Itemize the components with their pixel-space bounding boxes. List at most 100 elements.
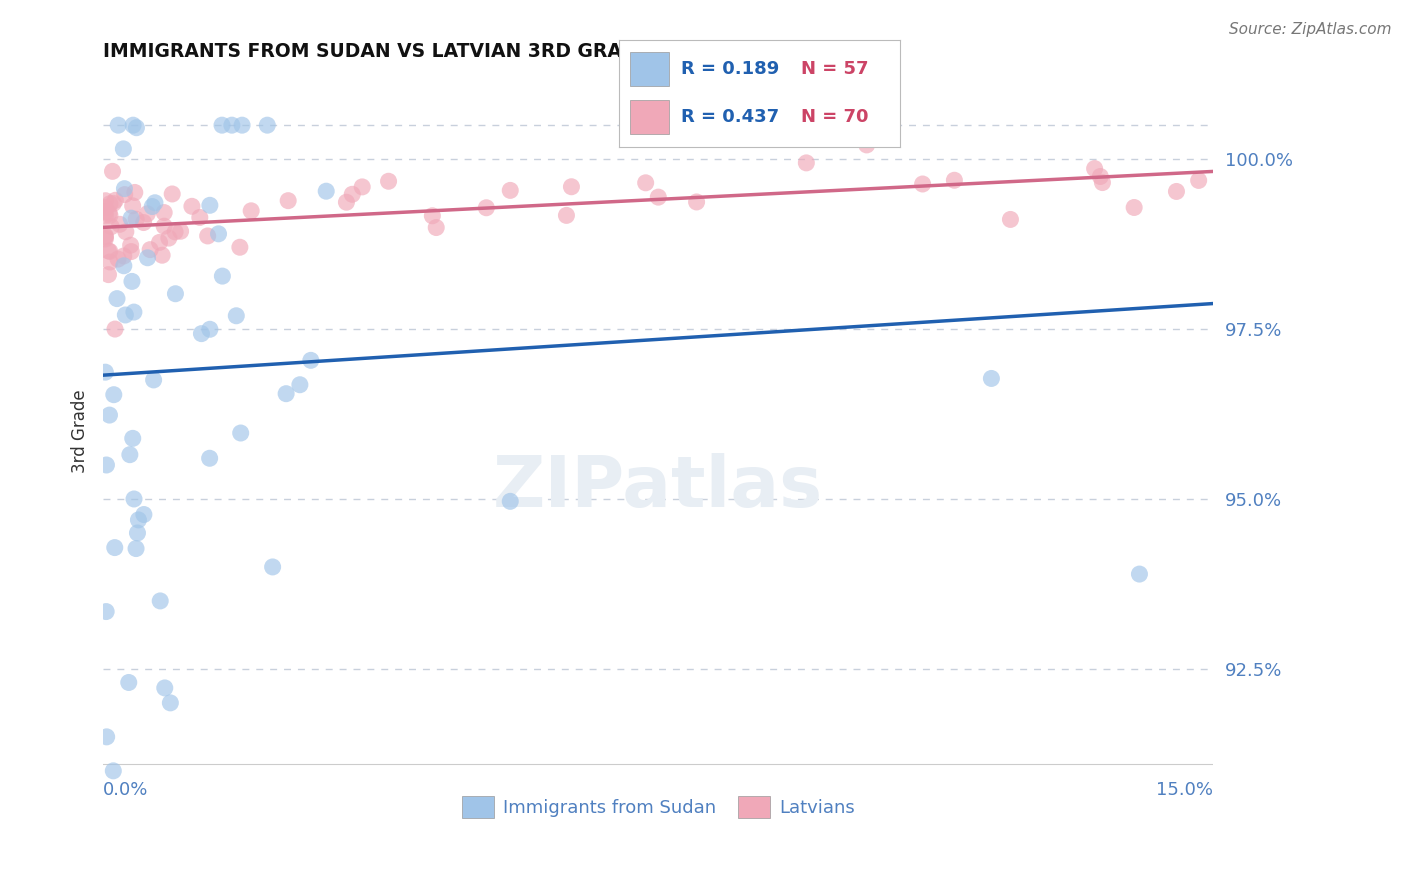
Point [94, 365, 117, 379]
Point [107, 118, 129, 132]
Point [136, 207, 159, 221]
Point [207, 227, 229, 241]
Point [153, 219, 176, 234]
Point [499, 183, 522, 197]
Point [225, 309, 247, 323]
Point [120, 238, 142, 252]
Point [122, 491, 145, 506]
Point [352, 180, 374, 194]
Point [1084, 161, 1107, 176]
Point [122, 305, 145, 319]
Text: Source: ZipAtlas.com: Source: ZipAtlas.com [1229, 22, 1392, 37]
Point [97, 244, 120, 258]
Point [104, 322, 127, 336]
Text: R = 0.189: R = 0.189 [681, 60, 779, 78]
Point [112, 259, 135, 273]
Point [169, 224, 191, 238]
Point [855, 137, 877, 152]
Point [118, 675, 141, 690]
Point [120, 211, 142, 226]
Point [256, 118, 278, 132]
Point [1000, 212, 1022, 227]
Point [94, 204, 117, 219]
Text: ZIPatlas: ZIPatlas [494, 453, 824, 522]
Point [124, 186, 146, 200]
Point [122, 118, 145, 132]
Point [104, 541, 127, 555]
Point [560, 179, 582, 194]
Bar [630, 52, 669, 87]
Point [98, 206, 121, 220]
Point [108, 217, 131, 231]
Point [141, 200, 163, 214]
Point [634, 176, 657, 190]
Point [112, 142, 135, 156]
Text: N = 70: N = 70 [801, 108, 869, 126]
Point [425, 220, 447, 235]
Point [475, 201, 498, 215]
Point [100, 219, 122, 234]
Point [180, 199, 202, 213]
Point [342, 187, 364, 202]
Point [153, 205, 176, 219]
Point [125, 212, 148, 227]
Point [112, 249, 135, 263]
Point [159, 696, 181, 710]
Point [125, 541, 148, 556]
Point [299, 353, 322, 368]
Point [103, 196, 125, 211]
Point [231, 118, 253, 132]
Point [112, 181, 135, 195]
Point [288, 377, 311, 392]
Point [96, 458, 118, 472]
Point [98, 244, 121, 259]
Point [143, 195, 166, 210]
Point [943, 173, 966, 187]
Point [1123, 201, 1146, 215]
Point [197, 229, 219, 244]
Point [190, 326, 212, 341]
Point [188, 211, 211, 225]
Point [335, 195, 357, 210]
Text: N = 57: N = 57 [801, 60, 869, 78]
Point [157, 231, 180, 245]
Point [221, 118, 243, 132]
Point [107, 252, 129, 266]
Text: R = 0.437: R = 0.437 [681, 108, 779, 126]
Bar [630, 100, 669, 135]
Point [149, 594, 172, 608]
Point [127, 525, 149, 540]
Point [139, 243, 162, 257]
Point [198, 198, 221, 212]
Point [98, 209, 121, 223]
Point [127, 513, 149, 527]
Point [136, 251, 159, 265]
Point [96, 605, 118, 619]
Point [97, 268, 120, 282]
Text: 0.0%: 0.0% [103, 781, 149, 799]
Point [121, 199, 143, 213]
Point [160, 186, 183, 201]
Point [165, 225, 187, 239]
Point [685, 194, 707, 209]
Point [121, 431, 143, 445]
Point [121, 274, 143, 288]
Point [142, 373, 165, 387]
Text: 15.0%: 15.0% [1157, 781, 1213, 799]
Point [118, 448, 141, 462]
Point [1188, 173, 1211, 187]
Point [120, 244, 142, 259]
Point [624, 118, 647, 132]
Point [150, 248, 173, 262]
Point [229, 425, 252, 440]
Point [132, 215, 155, 229]
Point [98, 196, 121, 211]
Point [94, 230, 117, 244]
Point [96, 730, 118, 744]
Point [98, 408, 121, 422]
Point [94, 201, 117, 215]
Point [104, 194, 127, 208]
Point [114, 187, 136, 202]
Point [94, 229, 117, 244]
Point [277, 194, 299, 208]
